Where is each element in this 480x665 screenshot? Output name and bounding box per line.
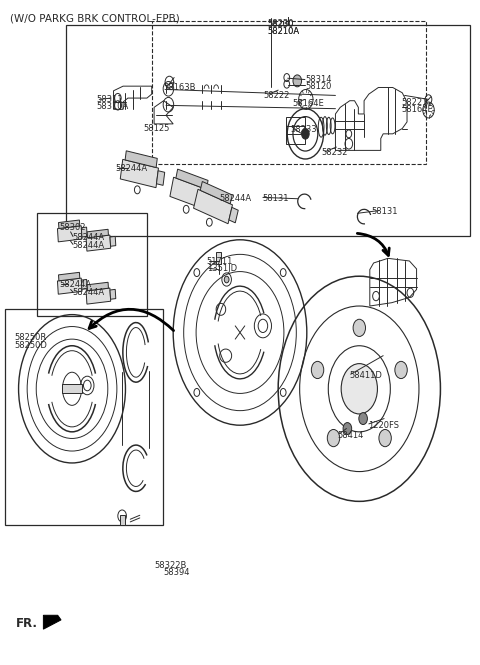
Circle shape <box>293 75 301 87</box>
Polygon shape <box>200 182 232 203</box>
Polygon shape <box>86 288 111 304</box>
Circle shape <box>379 430 391 447</box>
Text: 58120: 58120 <box>305 82 332 91</box>
Bar <box>216 253 221 264</box>
Text: 58230: 58230 <box>268 20 294 29</box>
Polygon shape <box>58 226 82 242</box>
Polygon shape <box>176 169 208 190</box>
Circle shape <box>312 361 324 378</box>
Bar <box>286 117 305 144</box>
Circle shape <box>359 412 367 424</box>
Polygon shape <box>59 273 80 281</box>
Text: 58411D: 58411D <box>350 371 383 380</box>
Text: 58164E: 58164E <box>292 99 324 108</box>
Polygon shape <box>43 615 61 629</box>
Text: 58250R: 58250R <box>15 333 47 342</box>
Polygon shape <box>156 171 165 186</box>
Polygon shape <box>205 193 215 208</box>
Text: 58250D: 58250D <box>15 340 48 350</box>
Text: 58244A: 58244A <box>115 164 147 173</box>
Text: 58232: 58232 <box>321 148 348 157</box>
Text: 58210A: 58210A <box>268 27 300 37</box>
Text: 58314: 58314 <box>305 75 332 84</box>
Polygon shape <box>59 220 80 229</box>
Text: 58311: 58311 <box>97 95 123 104</box>
Bar <box>62 384 82 394</box>
Text: 58210A: 58210A <box>268 27 300 37</box>
Text: (W/O PARKG BRK CONTROL-EPB): (W/O PARKG BRK CONTROL-EPB) <box>10 13 180 23</box>
Polygon shape <box>110 236 116 246</box>
Text: 58244A: 58244A <box>219 194 251 203</box>
Circle shape <box>327 430 340 447</box>
Bar <box>66 25 470 237</box>
Bar <box>152 21 426 164</box>
Text: 58222: 58222 <box>263 91 289 100</box>
Circle shape <box>353 319 365 336</box>
Text: 58125: 58125 <box>144 124 170 133</box>
Text: 58233: 58233 <box>290 126 317 134</box>
Text: 58230: 58230 <box>268 19 294 29</box>
Text: 58302: 58302 <box>60 223 86 232</box>
Polygon shape <box>110 289 116 299</box>
Bar <box>37 213 147 316</box>
Text: FR.: FR. <box>16 617 38 630</box>
Text: 58163B: 58163B <box>164 83 196 92</box>
Text: 58244A: 58244A <box>60 281 92 289</box>
Polygon shape <box>170 177 209 209</box>
Text: 58131: 58131 <box>262 194 288 203</box>
Text: 58414: 58414 <box>338 431 364 440</box>
Text: 58244A: 58244A <box>72 241 104 249</box>
Polygon shape <box>193 190 232 223</box>
Polygon shape <box>125 151 157 168</box>
Text: 58244A: 58244A <box>72 288 104 297</box>
Polygon shape <box>81 227 87 237</box>
Text: 51711: 51711 <box>206 257 233 266</box>
Text: 58164E: 58164E <box>401 105 433 114</box>
Polygon shape <box>81 279 87 289</box>
Text: 58310A: 58310A <box>97 102 129 111</box>
Circle shape <box>343 422 352 434</box>
Circle shape <box>395 361 407 378</box>
Text: 58394: 58394 <box>164 569 190 577</box>
Circle shape <box>301 128 309 139</box>
Text: 58221: 58221 <box>401 98 428 106</box>
Text: 58244A: 58244A <box>72 233 104 242</box>
Polygon shape <box>87 282 108 291</box>
Polygon shape <box>87 229 108 238</box>
Circle shape <box>224 276 229 283</box>
Circle shape <box>341 364 377 414</box>
Text: 58131: 58131 <box>371 207 398 217</box>
Bar <box>120 515 124 525</box>
Polygon shape <box>120 160 158 188</box>
Text: 1351JD: 1351JD <box>206 265 237 273</box>
Polygon shape <box>86 235 111 251</box>
Polygon shape <box>229 207 238 223</box>
Text: 1220FS: 1220FS <box>368 421 399 430</box>
Text: 58322B: 58322B <box>154 561 186 570</box>
Polygon shape <box>58 278 82 294</box>
